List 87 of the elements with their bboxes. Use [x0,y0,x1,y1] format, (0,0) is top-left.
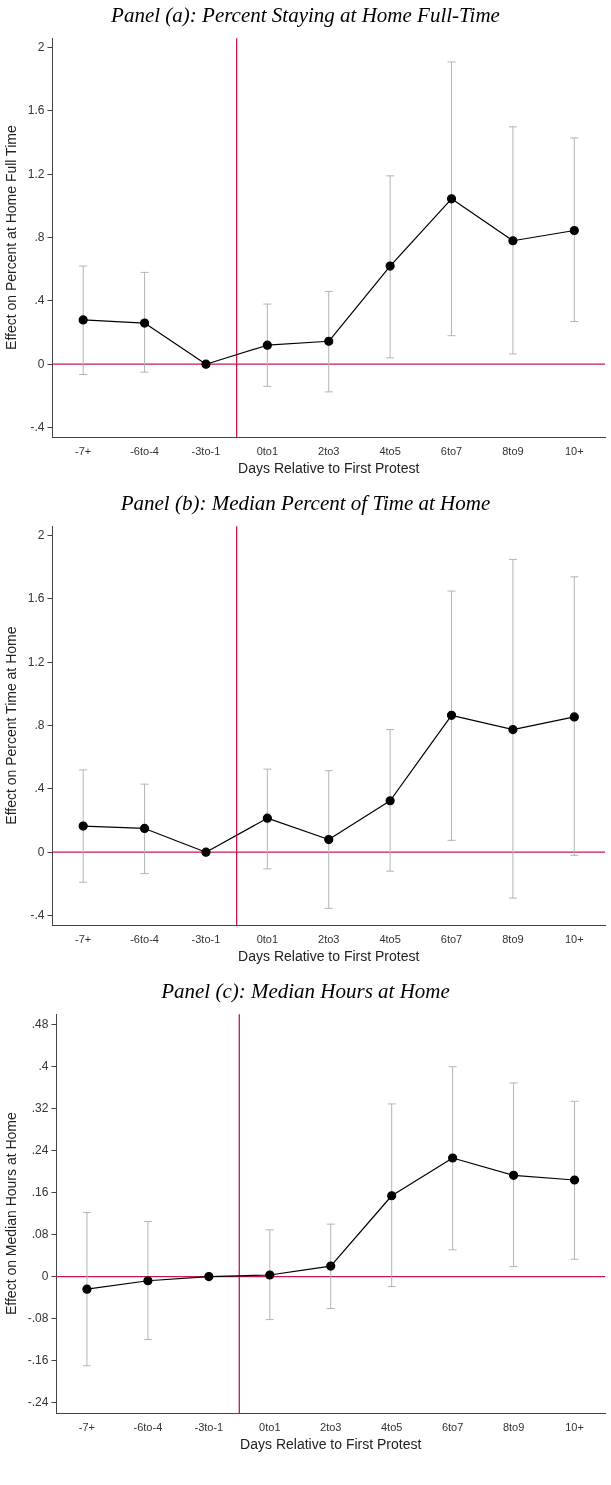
y-tick-label: -.4 [30,419,45,434]
y-tick-label: 1.2 [27,166,45,181]
y-tick-label: 1.6 [27,103,45,118]
x-axis-title: Days Relative to First Protest [240,1436,422,1453]
y-tick-label: -.4 [30,907,45,922]
point [324,336,334,346]
y-tick-label: 1.6 [27,591,45,606]
point [508,1170,519,1180]
x-tick-label: 10+ [564,932,584,945]
x-tick-label: 0to1 [256,932,279,945]
y-tick-label: .4 [38,1058,49,1073]
y-tick-label: .32 [31,1100,49,1115]
point [204,1271,214,1282]
point [569,225,579,236]
x-tick-label: 2to3 [320,1420,342,1433]
x-tick-label: 6to7 [440,932,463,945]
y-tick-label: .24 [31,1142,49,1157]
x-tick-label: -6to-4 [133,1420,163,1433]
point [82,1284,92,1294]
x-tick-label: -6to-4 [130,932,159,945]
point [385,796,395,806]
y-tick-label: 2 [37,40,45,55]
point [569,1175,580,1185]
y-tick-label: .4 [34,293,45,308]
x-tick-label: 10+ [565,1420,584,1433]
point [569,712,579,722]
point [78,821,88,831]
y-axis-title: Effect on Percent Time at Home [3,626,20,825]
point [262,340,272,350]
point [324,834,334,845]
point [201,359,211,369]
point [139,823,150,834]
y-tick-label: -.08 [27,1310,49,1325]
y-axis-title: Effect on Median Hours at Home [3,1111,20,1316]
point [448,1153,458,1163]
point [143,1276,153,1286]
x-tick-label: -7+ [75,444,92,457]
x-tick-label: -3to-1 [194,1420,224,1433]
point [508,724,518,735]
y-tick-label: -.16 [27,1352,49,1367]
point [265,1270,275,1280]
y-tick-label: .8 [34,229,45,244]
x-tick-label: 8to9 [502,932,524,945]
point [446,710,457,720]
point [387,1191,397,1201]
y-tick-label: .4 [34,781,45,796]
x-tick-label: 4to5 [380,1420,403,1433]
x-tick-label: -3to-1 [191,932,221,945]
y-axis-title: Effect on Percent at Home Full Time [3,125,20,350]
x-tick-label: 2to3 [318,444,340,457]
point [326,1261,336,1271]
y-tick-label: 0 [37,356,45,371]
x-tick-label: 4to5 [379,932,401,945]
point [201,847,211,857]
y-tick-label: 0 [37,844,45,859]
x-tick-label: -6to-4 [130,444,159,457]
x-tick-label: -3to-1 [191,444,221,457]
point [78,315,88,325]
y-tick-label: .8 [34,717,45,732]
x-axis-title: Days Relative to First Protest [238,948,420,965]
chart-title: Panel (c): Median Hours at Home [160,978,451,1004]
chart-title: Panel (a): Percent Staying at Home Full-Time [110,2,501,28]
x-tick-label: 0to1 [256,444,279,457]
x-tick-label: -7+ [78,1420,96,1433]
y-tick-label: .48 [31,1017,49,1032]
x-tick-label: 0to1 [259,1420,281,1433]
y-tick-label: 1.2 [27,654,45,669]
chart-title: Panel (b): Median Percent of Time at Home [119,490,492,516]
x-axis-title: Days Relative to First Protest [238,460,420,477]
x-tick-label: 8to9 [502,444,524,457]
x-tick-label: 6to7 [441,1420,464,1433]
x-tick-label: -7+ [75,932,92,945]
y-tick-label: 0 [41,1268,49,1283]
y-tick-label: .08 [31,1226,49,1241]
x-tick-label: 6to7 [440,444,463,457]
y-tick-label: 2 [37,528,45,543]
y-tick-label: .16 [31,1184,49,1199]
point [139,318,150,328]
x-tick-label: 2to3 [318,932,340,945]
point [508,236,518,246]
point [446,194,457,204]
x-tick-label: 8to9 [502,1420,525,1433]
point [262,813,272,823]
x-tick-label: 4to5 [379,444,401,457]
x-tick-label: 10+ [564,444,584,457]
point [385,261,395,271]
y-tick-label: -.24 [27,1394,49,1409]
